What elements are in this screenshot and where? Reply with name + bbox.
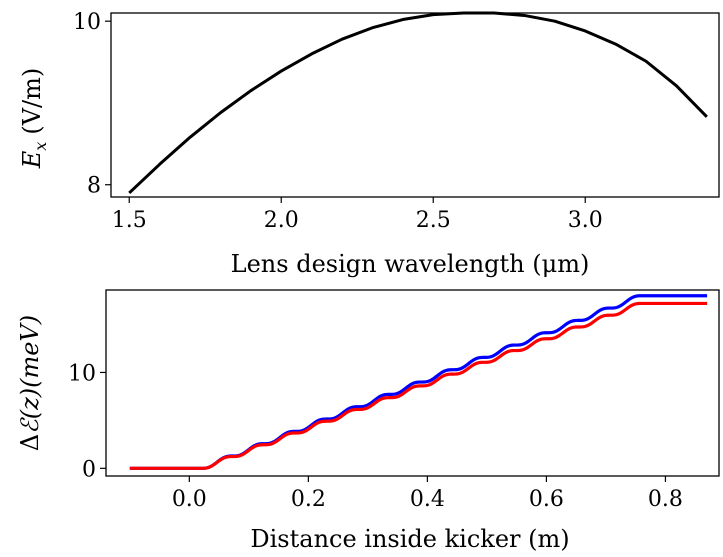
bot-xtick-label: 0.4 [410, 487, 445, 512]
top-axes-frame [110, 12, 720, 198]
bottom-x-ticks: 0.0 0.2 0.4 0.6 0.8 [172, 476, 683, 512]
top-series [128, 11, 708, 195]
top-xtick-label: 3.0 [568, 208, 603, 233]
bottom-x-axis-label: Distance inside kicker (m) [250, 525, 569, 553]
chart-bottom: 0.0 0.2 0.4 0.6 0.8 0 10 Distance inside kick… [16, 289, 720, 553]
bottom-y-axis-label: Δℰ(z)(meV) [16, 315, 44, 451]
bot-ytick-label: 10 [68, 361, 96, 386]
top-y-label-unit: (V/m) [18, 68, 46, 135]
top-y-label-sub: x [31, 142, 50, 151]
bottom-y-label-var: ℰ [16, 417, 44, 434]
top-y-axis-label: Ex (V/m) [18, 68, 50, 169]
top-x-axis-label: Lens design wavelength (μm) [231, 250, 590, 278]
bot-ytick-label: 0 [82, 457, 96, 482]
top-xtick-label: 2.5 [416, 208, 451, 233]
bottom-y-ticks: 0 10 [68, 361, 106, 482]
top-x-ticks: 1.5 2.0 2.5 3.0 [112, 197, 603, 233]
bot-xtick-label: 0.0 [172, 487, 207, 512]
bottom-series-line-0 [129, 294, 708, 470]
bottom-y-label-delta: Δ [16, 434, 44, 451]
top-xtick-label: 2.0 [264, 208, 299, 233]
bot-xtick-label: 0.8 [648, 487, 683, 512]
top-ytick-label: 8 [87, 174, 101, 199]
bot-xtick-label: 0.6 [529, 487, 564, 512]
bottom-axes-frame [105, 289, 720, 477]
top-y-ticks: 8 10 [73, 10, 111, 199]
bottom-y-label-unit: (meV) [16, 315, 44, 388]
top-ytick-label: 10 [73, 10, 101, 35]
top-y-label-var: E [18, 150, 46, 169]
chart-top: 1.5 2.0 2.5 3.0 8 10 Lens design wavelength … [18, 10, 720, 278]
bottom-y-label-arg: (z) [16, 388, 44, 419]
bottom-series [129, 294, 708, 470]
bot-xtick-label: 0.2 [291, 487, 326, 512]
bottom-series-line-1 [129, 301, 708, 470]
top-series-line-0 [128, 11, 708, 195]
top-xtick-label: 1.5 [112, 208, 147, 233]
